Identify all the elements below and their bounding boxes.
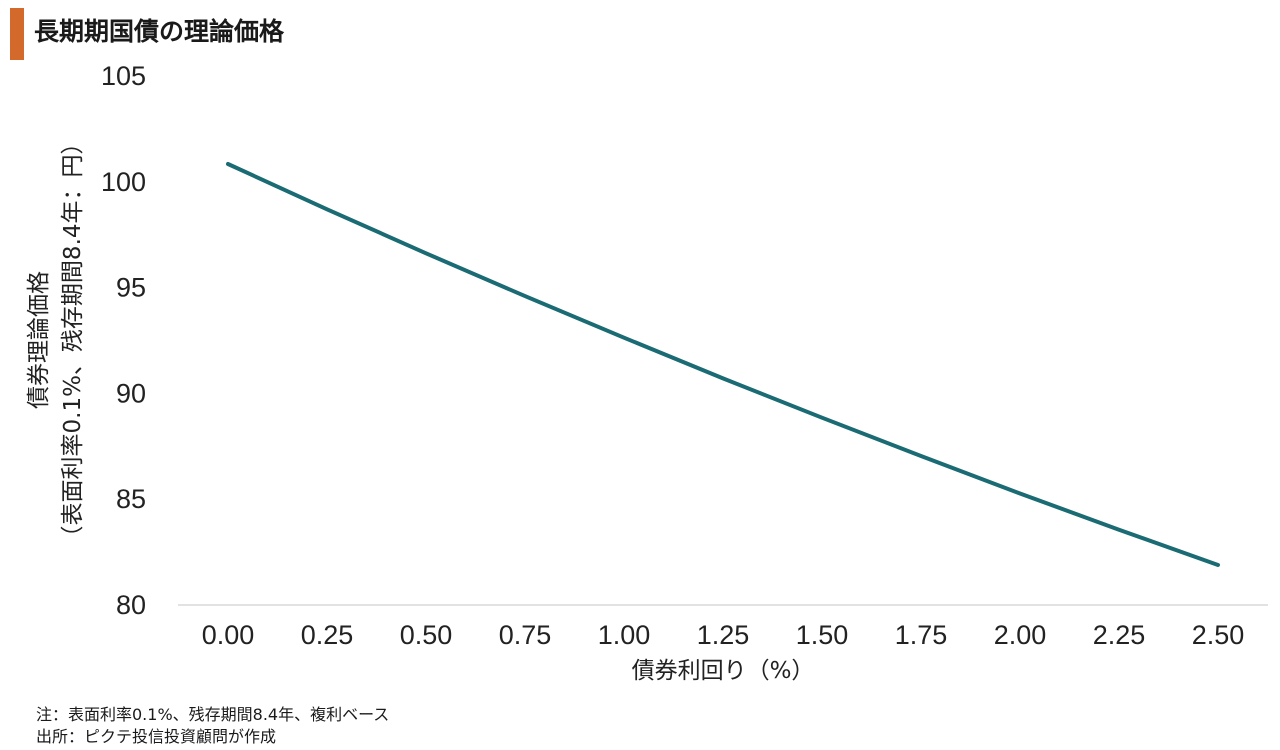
y-axis-ticks: 105 100 95 90 85 80 bbox=[101, 61, 146, 620]
x-tick-label: 0.50 bbox=[400, 620, 453, 650]
series-group bbox=[226, 162, 1220, 567]
x-tick-label: 0.75 bbox=[499, 620, 552, 650]
y-tick-label: 90 bbox=[116, 378, 146, 408]
title-accent-bar bbox=[10, 8, 24, 60]
x-tick-label: 0.25 bbox=[301, 620, 354, 650]
y-axis-label-line2: （表面利率0.1%、残存期間8.4年：円） bbox=[60, 131, 86, 548]
y-tick-label: 95 bbox=[116, 273, 146, 303]
x-tick-label: 1.50 bbox=[796, 620, 849, 650]
y-tick-label: 80 bbox=[116, 590, 146, 620]
y-tick-label: 100 bbox=[101, 167, 146, 197]
x-tick-label: 2.50 bbox=[1192, 620, 1245, 650]
x-tick-label: 1.00 bbox=[598, 620, 651, 650]
x-tick-label: 2.25 bbox=[1093, 620, 1146, 650]
x-tick-label: 2.00 bbox=[994, 620, 1047, 650]
x-axis-label: 債券利回り（%） bbox=[632, 658, 815, 684]
series-line-0 bbox=[226, 162, 1220, 567]
y-axis-label-line1: 債券理論価格 bbox=[26, 271, 52, 409]
x-tick-label: 0.00 bbox=[202, 620, 255, 650]
line-chart: 105 100 95 90 85 80 0.00 0.25 0.50 0.75 1.00 1.25 1… bbox=[26, 61, 1268, 684]
footnote-conditions: 注：表面利率0.1%、残存期間8.4年、複利ベース bbox=[36, 705, 390, 724]
chart-title: 長期期国債の理論価格 bbox=[34, 17, 285, 46]
x-axis-ticks: 0.00 0.25 0.50 0.75 1.00 1.25 1.50 1.75 2.00 2.25… bbox=[202, 620, 1245, 650]
x-tick-label: 1.25 bbox=[697, 620, 750, 650]
x-tick-label: 1.75 bbox=[895, 620, 948, 650]
y-tick-label: 85 bbox=[116, 484, 146, 514]
footnote-source: 出所：ピクテ投信投資顧問が作成 bbox=[36, 727, 277, 746]
y-tick-label: 105 bbox=[101, 61, 146, 91]
